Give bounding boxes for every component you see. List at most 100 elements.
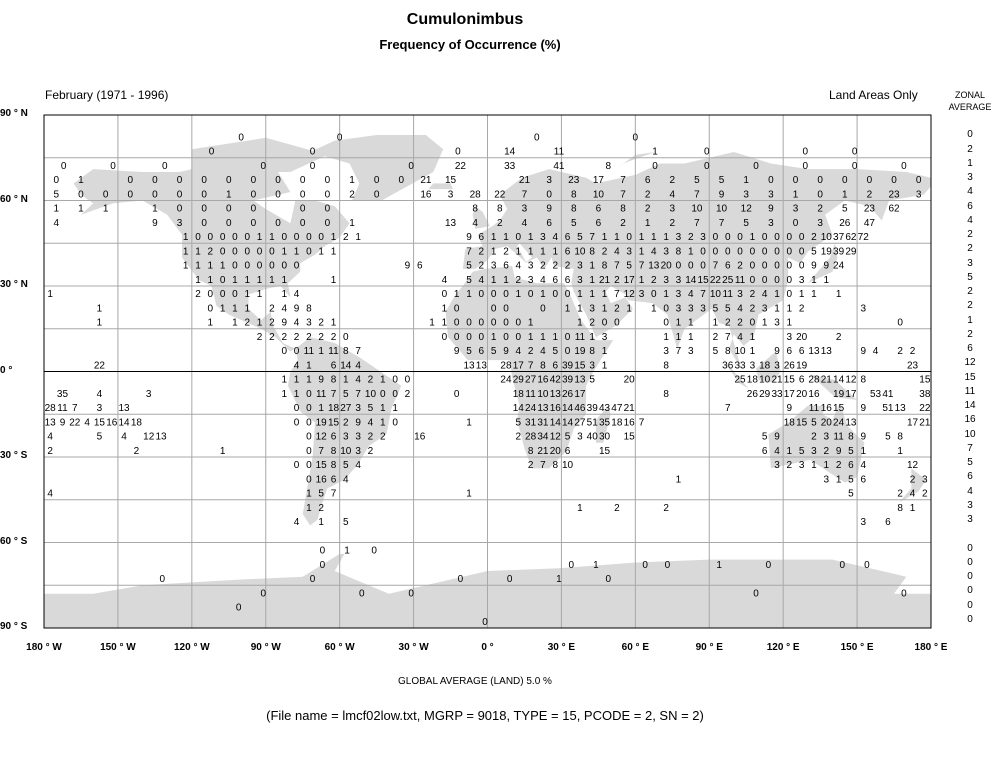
zonal-average-value: 0 bbox=[967, 542, 973, 554]
cell-value: 1 bbox=[503, 232, 509, 243]
cell-value: 0 bbox=[177, 175, 183, 186]
cell-value: 2 bbox=[540, 261, 546, 272]
cell-value: 0 bbox=[704, 147, 710, 158]
cell-value: 0 bbox=[232, 232, 238, 243]
cell-value: 11 bbox=[554, 147, 565, 158]
cell-value: 72 bbox=[858, 232, 870, 243]
cell-value: 7 bbox=[694, 218, 700, 229]
cell-value: 0 bbox=[195, 232, 201, 243]
cell-value: 3 bbox=[522, 204, 528, 215]
cell-value: 0 bbox=[251, 204, 257, 215]
cell-value: 0 bbox=[750, 261, 756, 272]
cell-value: 7 bbox=[318, 446, 324, 457]
cell-value: 20 bbox=[661, 261, 673, 272]
cell-value: 1 bbox=[743, 175, 749, 186]
cell-value: 16 bbox=[550, 403, 562, 414]
cell-value: 1 bbox=[331, 318, 337, 329]
cell-value: 51 bbox=[882, 403, 894, 414]
cell-value: 3 bbox=[540, 232, 546, 243]
cell-value: 2 bbox=[811, 232, 817, 243]
cell-value: 2 bbox=[750, 303, 756, 314]
zonal-average-value: 0 bbox=[967, 556, 973, 568]
cell-value: 1 bbox=[540, 246, 546, 257]
cell-value: 10 bbox=[821, 232, 833, 243]
cell-value: 0 bbox=[852, 147, 858, 158]
cell-value: 4 bbox=[540, 346, 546, 357]
cell-value: 2 bbox=[620, 218, 626, 229]
cell-value: 6 bbox=[848, 460, 854, 471]
cell-value: 4 bbox=[368, 417, 374, 428]
cell-value: 4 bbox=[281, 303, 287, 314]
cell-value: 10 bbox=[593, 189, 605, 200]
cell-value: 11 bbox=[57, 403, 68, 414]
cell-value: 2 bbox=[897, 489, 903, 500]
cell-value: 0 bbox=[534, 132, 540, 143]
cell-value: 0 bbox=[602, 318, 608, 329]
cell-value: 4 bbox=[774, 446, 780, 457]
zonal-average-value: 3 bbox=[967, 257, 973, 269]
cell-value: 5 bbox=[848, 446, 854, 457]
global-average: GLOBAL AVERAGE (LAND) 5.0 % bbox=[398, 676, 552, 687]
cell-value: 4 bbox=[516, 346, 522, 357]
cell-value: 5 bbox=[848, 474, 854, 485]
cell-value: 15 bbox=[784, 375, 796, 386]
cell-value: 13 bbox=[895, 403, 907, 414]
cell-value: 1 bbox=[663, 289, 669, 300]
cell-value: 15 bbox=[796, 417, 808, 428]
cell-value: 2 bbox=[589, 318, 595, 329]
cell-value: 0 bbox=[306, 460, 312, 471]
cell-value: 21 bbox=[420, 175, 432, 186]
cell-value: 1 bbox=[220, 261, 226, 272]
cell-value: 10 bbox=[734, 346, 746, 357]
cell-value: 5 bbox=[466, 275, 472, 286]
cell-value: 51 bbox=[587, 417, 599, 428]
cell-value: 22 bbox=[69, 417, 81, 428]
cell-value: 1 bbox=[103, 204, 109, 215]
cell-value: 0 bbox=[392, 389, 398, 400]
cell-value: 1 bbox=[799, 289, 805, 300]
cell-value: 2 bbox=[368, 375, 374, 386]
cell-value: 1 bbox=[750, 332, 756, 343]
cell-value: 4 bbox=[614, 246, 620, 257]
cell-value: 1 bbox=[244, 289, 250, 300]
cell-value: 1 bbox=[152, 204, 158, 215]
cell-value: 3 bbox=[824, 432, 830, 443]
cell-value: 6 bbox=[799, 375, 805, 386]
cell-value: 12 bbox=[741, 204, 753, 215]
cell-value: 0 bbox=[891, 175, 897, 186]
land-shape bbox=[310, 134, 444, 201]
cell-value: 3 bbox=[860, 303, 866, 314]
cell-value: 0 bbox=[177, 189, 183, 200]
cell-value: 5 bbox=[343, 389, 349, 400]
cell-value: 11 bbox=[304, 346, 315, 357]
cell-value: 8 bbox=[605, 161, 611, 172]
cell-value: 1 bbox=[602, 346, 608, 357]
cell-value: 1 bbox=[466, 289, 472, 300]
cell-value: 2 bbox=[368, 446, 374, 457]
cell-value: 1 bbox=[811, 275, 817, 286]
cell-value: 8 bbox=[589, 346, 595, 357]
cell-value: 9 bbox=[824, 261, 830, 272]
cell-value: 26 bbox=[839, 218, 851, 229]
cell-value: 0 bbox=[491, 318, 497, 329]
cell-value: 0 bbox=[787, 289, 793, 300]
cell-value: 1 bbox=[380, 403, 386, 414]
cell-value: 9 bbox=[811, 261, 817, 272]
cell-value: 0 bbox=[257, 246, 263, 257]
cell-value: 6 bbox=[565, 232, 571, 243]
cell-value: 12 bbox=[316, 432, 328, 443]
cell-value: 37 bbox=[833, 232, 845, 243]
cell-value: 4 bbox=[97, 389, 103, 400]
cell-value: 16 bbox=[808, 389, 820, 400]
cell-value: 33 bbox=[504, 161, 516, 172]
cell-value: 1 bbox=[220, 446, 226, 457]
cell-value: 24 bbox=[500, 375, 512, 386]
grid-lines bbox=[44, 115, 931, 628]
cell-value: 5 bbox=[762, 432, 768, 443]
cell-value: 28 bbox=[45, 403, 57, 414]
cell-value: 9 bbox=[768, 204, 774, 215]
cell-value: 6 bbox=[552, 360, 558, 371]
cell-value: 1 bbox=[331, 275, 337, 286]
cell-value: 5 bbox=[743, 218, 749, 229]
cell-value: 11 bbox=[833, 432, 844, 443]
